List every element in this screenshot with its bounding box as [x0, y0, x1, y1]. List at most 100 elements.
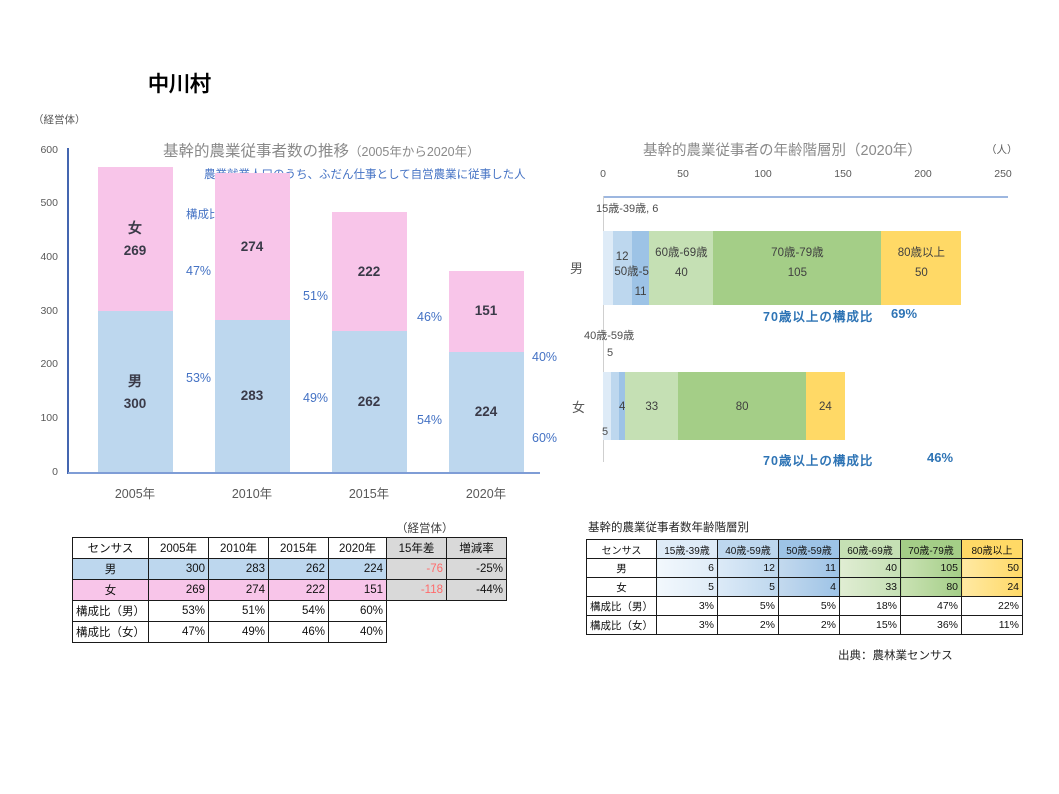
table-row: 構成比（男） 3% 5% 5% 18% 47% 22% — [586, 596, 1023, 616]
male-over70-ratio-label: 70歳以上の構成比 — [763, 310, 874, 324]
row-label-cell: 女 — [586, 577, 657, 597]
x-category-label: 2005年 — [114, 487, 156, 501]
bar-segment-男-15歳-39歳 — [603, 231, 613, 305]
bar-segment-男-50歳-59歳 — [631, 231, 650, 305]
bar-segment-男-2005年: 男 300 — [97, 311, 173, 472]
table-cell: 46% — [268, 621, 329, 643]
bar-segment-女-70歳-79歳 — [678, 372, 807, 440]
table-row: 女 269 274 222 151 -118 -44% — [72, 579, 507, 601]
zero-gridline — [603, 196, 604, 462]
bar-segment-男-40歳-59歳 — [612, 231, 632, 305]
table-cell: 2% — [717, 615, 779, 635]
trend-unit-label: （経営体） — [33, 114, 86, 126]
table-cell: 15% — [839, 615, 901, 635]
row-label-cell: 構成比（男） — [72, 600, 149, 622]
table-row: 男 6 12 11 40 105 50 — [586, 558, 1023, 578]
trend-title-main: 基幹的農業従事者数の推移 — [163, 143, 350, 160]
row-label-cell: 構成比（女） — [586, 615, 657, 635]
table-cell: 12 — [717, 558, 779, 578]
source-note: 出典：農林業センサス — [838, 650, 953, 662]
trend-table: センサス 2005年 2010年 2015年 2020年 15年差 増減率男 300 283 26… — [72, 537, 507, 643]
female-callout-line2: 5 — [607, 347, 614, 359]
share-label-女-2010年: 51% — [303, 289, 329, 303]
table-cell: 6 — [656, 558, 718, 578]
bar-segment-男-2015年: 262 — [331, 331, 407, 472]
row-label-男: 男 — [570, 261, 584, 276]
bar-segment-女-15歳-39歳 — [603, 372, 611, 440]
table-header-row: センサス 2005年 2010年 2015年 2020年 15年差 増減率 — [72, 537, 507, 559]
bar-label: 33 — [645, 398, 658, 418]
table-row: 構成比（女） 47% 49% 46% 40% — [72, 621, 507, 643]
bar-value-label: 224 — [474, 403, 498, 419]
trend-chart-title: 基幹的農業従事者数の推移（2005年から2020年） — [163, 139, 480, 161]
y-axis — [67, 148, 69, 474]
table-cell: 222 — [268, 579, 329, 601]
table-cell: -44% — [446, 579, 507, 601]
share-label-女-2005年: 47% — [186, 264, 212, 278]
x-category-label: 2010年 — [231, 487, 273, 501]
bar-label: 12 — [616, 248, 629, 268]
table-cell: 36% — [900, 615, 962, 635]
share-label-女-2015年: 46% — [417, 310, 443, 324]
row-label-cell: 構成比（女） — [72, 621, 149, 643]
male-over70-ratio-value: 69% — [891, 306, 918, 321]
bar-label-line: 33 — [645, 401, 659, 413]
column-header: センサス — [72, 537, 149, 559]
female-over70-ratio-label: 70歳以上の構成比 — [763, 454, 874, 468]
table-cell: 151 — [328, 579, 387, 601]
x-tick-label: 0 — [600, 168, 606, 180]
bar-label-line: 105 — [787, 266, 807, 279]
table-cell: 40 — [839, 558, 901, 578]
female-over70-ratio-value: 46% — [927, 450, 954, 465]
trend-title-suffix: （2005年から2020年） — [349, 145, 480, 159]
y-tick-label: 200 — [40, 358, 58, 371]
bar-label: 24 — [819, 398, 832, 418]
bar-label-line: 80 — [735, 401, 749, 413]
y-tick-label: 100 — [40, 411, 58, 424]
share-label-女-2020年: 40% — [532, 350, 558, 364]
row-label-女: 女 — [572, 400, 586, 415]
age-chart-title: 基幹的農業従事者の年齢階層別（2020年） — [643, 143, 922, 159]
share-label-男-2015年: 54% — [417, 413, 443, 427]
column-header: 2015年 — [268, 537, 329, 559]
table-cell: 4 — [778, 577, 840, 597]
share-label-男-2020年: 60% — [532, 431, 558, 445]
y-tick-label: 400 — [40, 250, 58, 263]
x-category-label: 2015年 — [348, 487, 390, 501]
table-cell: 5% — [717, 596, 779, 616]
table-cell: 33 — [839, 577, 901, 597]
bar-value-label: 262 — [357, 393, 381, 409]
bar-label-line: 11 — [634, 285, 647, 298]
bar-value-label: 274 — [240, 238, 264, 254]
x-tick-label: 100 — [754, 168, 772, 180]
bar-segment-女-2010年: 274 — [214, 173, 290, 321]
right-table: センサス 15歳-39歳 40歳-59歳 50歳-59歳 60歳-69歳 70歳-79歳 8… — [586, 539, 1023, 635]
bar-segment-女-80歳以上 — [806, 372, 845, 440]
bar-value-label: 269 — [123, 243, 147, 259]
column-header: 40歳-59歳 — [717, 539, 779, 559]
table-cell: 5 — [656, 577, 718, 597]
bar-label-line: 70歳-79歳 — [771, 247, 824, 259]
age-table-title: 基幹的農業従事者数年齢階層別 — [588, 522, 749, 534]
table-cell: 283 — [208, 558, 269, 580]
bar-label-line: 24 — [818, 401, 832, 413]
table-cell: 269 — [148, 579, 209, 601]
column-header: 15歳-39歳 — [656, 539, 718, 559]
bar-label-line: 40 — [674, 266, 688, 279]
bar-label-line: 80歳以上 — [897, 247, 946, 259]
bar-label-line: 50 — [914, 266, 928, 279]
x-axis — [603, 196, 1008, 198]
bar-label: 80 — [736, 398, 749, 418]
bar-value-label: 222 — [357, 263, 381, 279]
series-name-label: 男 — [128, 373, 142, 389]
table-cell: 40% — [328, 621, 387, 643]
y-tick-label: 500 — [40, 197, 58, 210]
table-cell: 11% — [961, 615, 1023, 635]
table-row: 構成比（男） 53% 51% 54% 60% — [72, 600, 507, 622]
x-tick-label: 250 — [994, 168, 1012, 180]
bar-label: 60歳-69歳 40 — [655, 244, 707, 283]
bar-segment-女-60歳-69歳 — [625, 372, 679, 440]
bar-label: 80歳以上 50 — [898, 244, 945, 283]
